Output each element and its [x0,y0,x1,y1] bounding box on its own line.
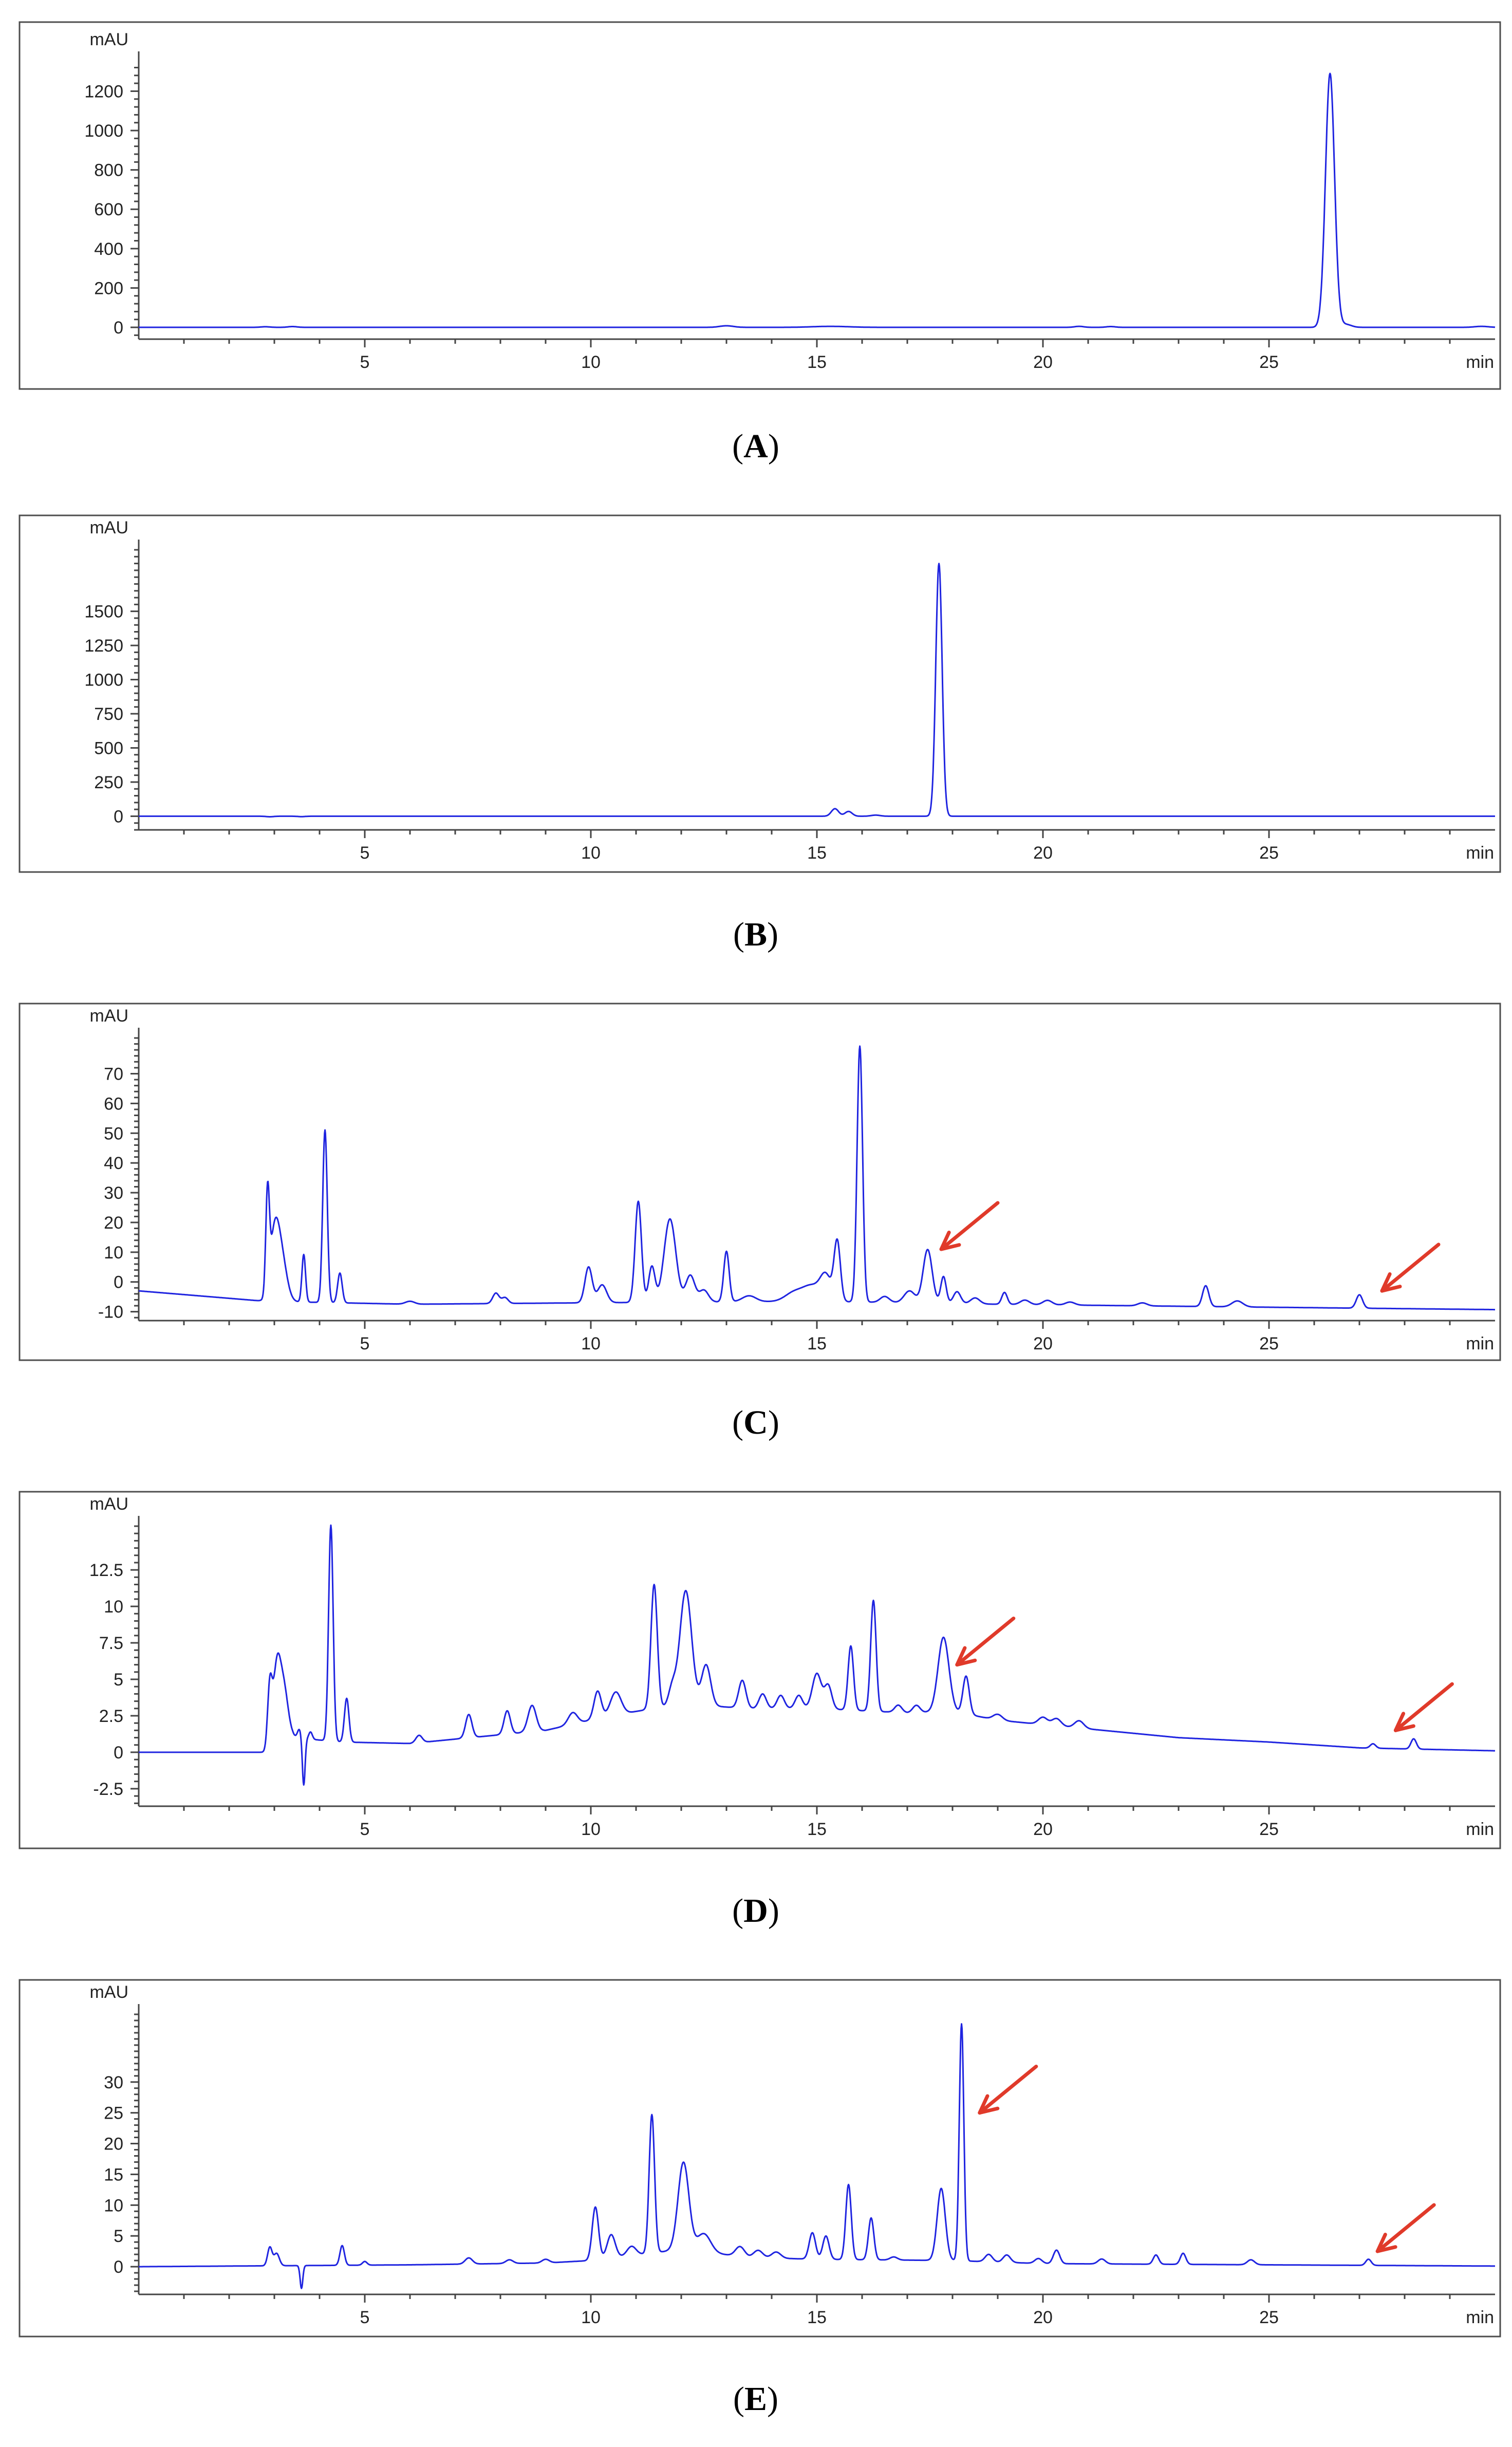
plot-frame [18,21,1501,390]
y-tick-label: 1000 [84,671,123,690]
y-tick-label: 0 [114,2257,123,2277]
x-unit-label: min [1466,843,1494,863]
peak-arrow [1375,2203,1436,2253]
chromatogram-panel-a: 0 200 400 600 800 1000 1200 mAU 5 10 15 20 25 min (A) [18,21,1501,465]
y-tick-label: 7.5 [99,1634,123,1653]
chromatogram-trace [138,2023,1496,2289]
y-tick-label: 0 [114,1273,123,1292]
chromatogram-trace [138,563,1496,818]
peak-arrow [1380,1243,1441,1293]
chromatogram-trace [138,1524,1496,1786]
plot-frame [18,514,1501,873]
y-unit-label: mAU [89,30,128,49]
y-tick-label: 30 [104,1183,123,1203]
x-unit-label: min [1466,2308,1494,2327]
x-tick-label: 20 [1033,2308,1053,2327]
chromatogram-panel-b: 0 250 500 750 1000 1250 1500 mAU 5 10 15 20 25 min (B) [18,514,1501,953]
y-tick-label: 50 [104,1124,123,1143]
peak-arrow [955,1616,1016,1667]
y-tick-label: 400 [94,239,123,259]
plot-frame [18,1491,1501,1849]
y-tick-label: -2.5 [93,1779,123,1799]
x-tick-label: 10 [581,1334,601,1354]
chromatogram-panel-c: -10 0 10 20 30 40 50 60 70 mAU 5 10 15 20 25 min (C) [18,1003,1501,1441]
y-tick-label: 250 [94,773,123,792]
x-tick-label: 20 [1033,1820,1053,1839]
x-tick-label: 10 [581,353,601,372]
x-tick-label: 5 [360,353,370,372]
y-unit-label: mAU [89,1494,128,1514]
panel-caption: (B) [733,916,778,953]
y-unit-label: mAU [89,518,128,537]
x-tick-label: 25 [1259,2308,1279,2327]
y-tick-label: 2.5 [99,1707,123,1726]
y-tick-label: 0 [114,318,123,338]
y-tick-label: 60 [104,1094,123,1114]
y-tick-label: 800 [94,161,123,180]
y-tick-label: 12.5 [89,1561,123,1580]
x-tick-label: 5 [360,2308,370,2327]
x-unit-label: min [1466,1820,1494,1839]
y-tick-label: 0 [114,807,123,826]
y-tick-label: 1200 [84,82,123,101]
y-tick-label: 25 [104,2104,123,2123]
x-tick-label: 15 [807,1334,827,1354]
y-tick-label: 5 [114,1670,123,1690]
chromatogram-trace [138,1045,1496,1311]
y-tick-label: -10 [98,1303,123,1322]
y-tick-label: 10 [104,2196,123,2215]
x-tick-label: 25 [1259,353,1279,372]
y-tick-label: 10 [104,1597,123,1617]
x-tick-label: 25 [1259,1820,1279,1839]
peak-arrow [939,1201,1000,1251]
x-tick-label: 5 [360,843,370,863]
peak-arrow [978,2064,1038,2115]
x-tick-label: 5 [360,1334,370,1354]
x-unit-label: min [1466,353,1494,372]
x-tick-label: 25 [1259,843,1279,863]
x-tick-label: 10 [581,2308,601,2327]
y-tick-label: 40 [104,1154,123,1173]
y-tick-label: 200 [94,279,123,298]
y-tick-label: 1250 [84,636,123,656]
chromatogram-panel-e: 0 5 10 15 20 25 30 mAU 5 10 15 20 25 min (E) [18,1979,1501,2418]
x-unit-label: min [1466,1334,1494,1354]
y-tick-label: 500 [94,738,123,758]
x-tick-label: 20 [1033,353,1053,372]
panel-caption: (A) [732,428,779,465]
y-tick-label: 750 [94,705,123,724]
x-tick-label: 15 [807,1820,827,1839]
x-tick-label: 20 [1033,843,1053,863]
y-tick-label: 30 [104,2073,123,2092]
x-tick-label: 15 [807,353,827,372]
y-tick-label: 1500 [84,602,123,622]
x-tick-label: 10 [581,843,601,863]
x-tick-label: 20 [1033,1334,1053,1354]
x-tick-label: 5 [360,1820,370,1839]
y-tick-label: 1000 [84,121,123,141]
panel-caption: (E) [733,2380,778,2418]
y-tick-label: 10 [104,1243,123,1263]
plot-frame [18,1979,1501,2338]
x-tick-label: 10 [581,1820,601,1839]
y-tick-label: 0 [114,1743,123,1763]
y-tick-label: 15 [104,2165,123,2184]
chromatogram-trace [138,72,1496,328]
y-tick-label: 5 [114,2227,123,2246]
y-tick-label: 70 [104,1064,123,1084]
y-tick-label: 20 [104,1213,123,1233]
panel-caption: (D) [732,1892,779,1930]
y-unit-label: mAU [89,1982,128,2002]
x-tick-label: 15 [807,843,827,863]
x-tick-label: 25 [1259,1334,1279,1354]
x-tick-label: 15 [807,2308,827,2327]
panel-caption: (C) [732,1404,779,1441]
y-tick-label: 600 [94,200,123,219]
peak-arrow [1393,1682,1454,1732]
chromatogram-panel-d: -2.5 0 2.5 5 7.5 10 12.5 mAU 5 10 15 20 25 min (D) [18,1491,1501,1930]
y-unit-label: mAU [89,1006,128,1026]
y-tick-label: 20 [104,2135,123,2154]
